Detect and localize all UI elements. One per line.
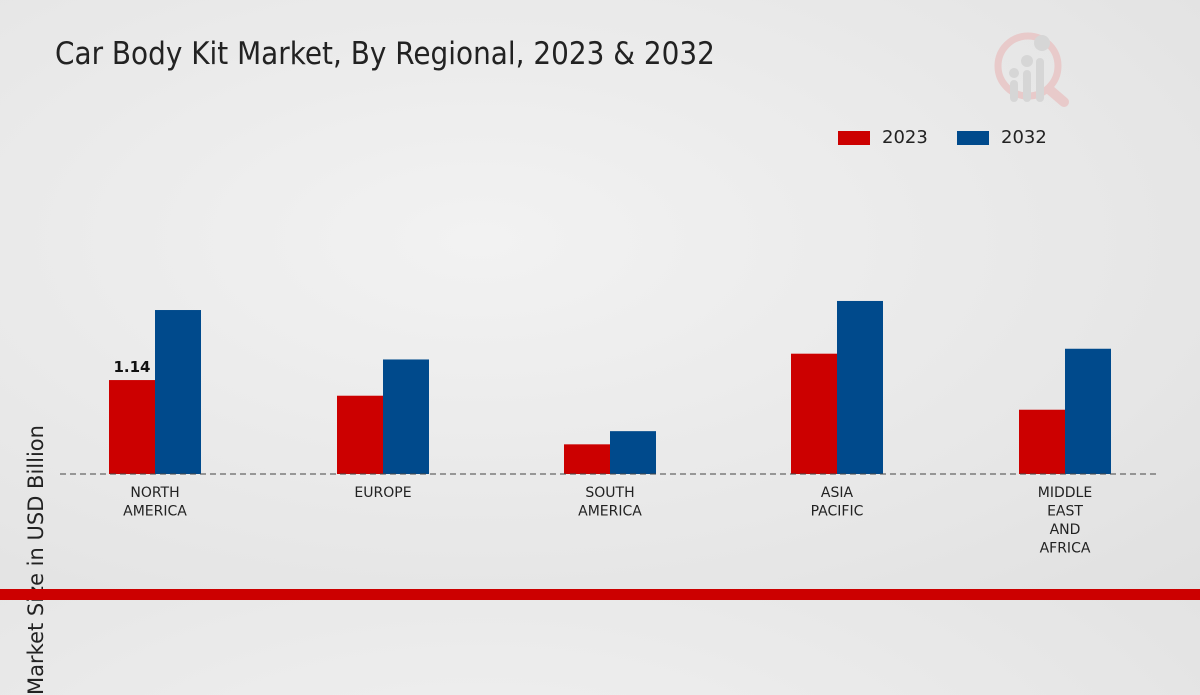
x-tick-label: AFRICA <box>1040 541 1091 557</box>
bar-2032-asia-pacific <box>837 300 883 474</box>
footer-bar <box>0 589 1200 600</box>
legend-label-2023: 2023 <box>882 127 928 148</box>
watermark-logo <box>994 32 1069 107</box>
legend-swatch-2032 <box>957 130 989 145</box>
x-tick-label: AMERICA <box>123 504 187 520</box>
bar-chart: NORTH AMERICA EUROPE SOUTH AMERICA ASIA PACIFI… <box>60 300 1160 557</box>
chart-title: Car Body Kit Market, By Regional, 2023 &… <box>55 36 715 72</box>
x-tick-label: SOUTH <box>585 485 634 501</box>
bar-2023-north-america <box>109 380 155 474</box>
x-tick-label: AMERICA <box>578 504 642 520</box>
bar-2023-asia-pacific <box>791 353 837 474</box>
data-label: 1.14 <box>113 358 150 376</box>
x-tick-label: PACIFIC <box>811 504 864 520</box>
bar-2023-south-america <box>564 444 610 474</box>
bar-2032-north-america <box>155 310 201 474</box>
bar-2023-europe <box>337 395 383 474</box>
x-tick-label: NORTH <box>130 485 179 501</box>
x-tick-label: MIDDLE <box>1038 485 1092 501</box>
bar-2023-middle-east-and-africa <box>1019 409 1065 474</box>
legend-item-2032: 2032 <box>957 127 1047 148</box>
x-tick-label: ASIA <box>821 485 854 501</box>
legend-label-2032: 2032 <box>1001 127 1047 148</box>
legend-swatch-2023 <box>838 130 870 145</box>
x-tick-label: AND <box>1050 522 1081 538</box>
legend-item-2023: 2023 <box>838 127 928 148</box>
x-tick-label: EAST <box>1047 504 1083 520</box>
bar-2032-middle-east-and-africa <box>1065 348 1111 474</box>
bar-2032-europe <box>383 359 429 474</box>
x-tick-label: EUROPE <box>354 485 411 501</box>
bar-2032-south-america <box>610 431 656 474</box>
